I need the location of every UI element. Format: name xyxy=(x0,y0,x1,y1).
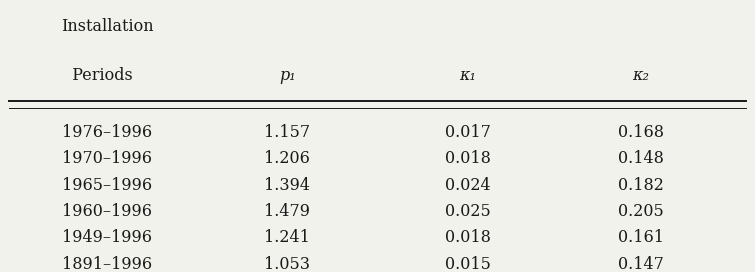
Text: 0.148: 0.148 xyxy=(618,150,664,167)
Text: 0.182: 0.182 xyxy=(618,177,664,194)
Text: 0.017: 0.017 xyxy=(445,124,491,141)
Text: 1965–1996: 1965–1996 xyxy=(62,177,152,194)
Text: 0.161: 0.161 xyxy=(618,229,664,246)
Text: Installation: Installation xyxy=(62,18,154,35)
Text: 0.024: 0.024 xyxy=(445,177,491,194)
Text: p₁: p₁ xyxy=(279,67,295,84)
Text: 1.479: 1.479 xyxy=(264,203,310,220)
Text: 0.147: 0.147 xyxy=(618,256,664,272)
Text: 0.018: 0.018 xyxy=(445,229,491,246)
Text: 1891–1996: 1891–1996 xyxy=(62,256,152,272)
Text: 1976–1996: 1976–1996 xyxy=(62,124,152,141)
Text: 1949–1996: 1949–1996 xyxy=(62,229,152,246)
Text: 1970–1996: 1970–1996 xyxy=(62,150,152,167)
Text: 1.157: 1.157 xyxy=(264,124,310,141)
Text: Periods: Periods xyxy=(62,67,132,84)
Text: 1.206: 1.206 xyxy=(264,150,310,167)
Text: 1.394: 1.394 xyxy=(264,177,310,194)
Text: 0.025: 0.025 xyxy=(445,203,491,220)
Text: 0.168: 0.168 xyxy=(618,124,664,141)
Text: 1960–1996: 1960–1996 xyxy=(62,203,152,220)
Text: 1.241: 1.241 xyxy=(264,229,310,246)
Text: 1.053: 1.053 xyxy=(264,256,310,272)
Text: κ₂: κ₂ xyxy=(633,67,649,84)
Text: 0.205: 0.205 xyxy=(618,203,664,220)
Text: 0.018: 0.018 xyxy=(445,150,491,167)
Text: 0.015: 0.015 xyxy=(445,256,491,272)
Text: κ₁: κ₁ xyxy=(459,67,476,84)
